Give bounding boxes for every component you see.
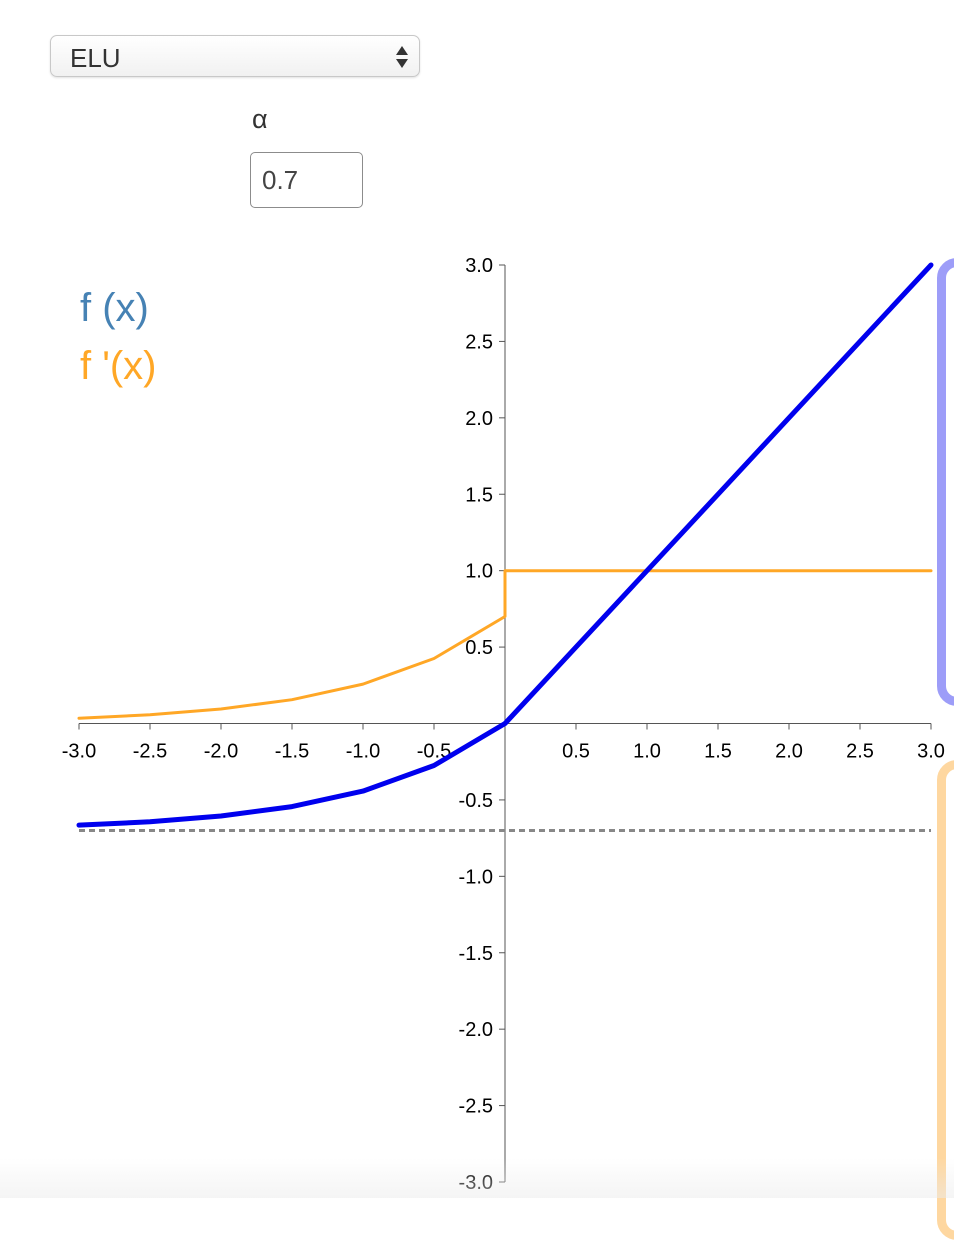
y-tick-label: 1.0 xyxy=(465,561,493,583)
alpha-label: α xyxy=(252,104,268,134)
y-tick-label: -1.5 xyxy=(459,943,493,965)
activation-function-select[interactable]: ELU xyxy=(50,35,420,77)
y-tick-label: 2.5 xyxy=(465,331,493,353)
x-tick-label: 2.5 xyxy=(846,741,874,763)
legend-f-prime: f '(x) xyxy=(80,344,157,388)
legend-f: f (x) xyxy=(80,286,149,330)
y-tick-label: 2.0 xyxy=(465,408,493,430)
x-tick-label: 2.0 xyxy=(775,741,803,763)
y-tick-label: -0.5 xyxy=(459,790,493,812)
x-tick-label: -0.5 xyxy=(417,741,451,763)
y-tick-label: -2.0 xyxy=(459,1019,493,1041)
alpha-input[interactable] xyxy=(250,152,363,208)
f-prime-curve xyxy=(77,569,933,720)
selected-function-value: ELU xyxy=(70,43,121,73)
activation-chart: -3.0 -2.5 -2.0 -1.5 -1.0 -0.5 0.5 1.0 1.5 2.0 2.5 3… xyxy=(62,255,945,1194)
x-tick-label: -1.0 xyxy=(346,741,380,763)
x-tick-label: 3.0 xyxy=(917,741,945,763)
x-tick-label: 1.5 xyxy=(704,741,732,763)
y-tick-label: 0.5 xyxy=(465,637,493,659)
x-tick-label: -1.5 xyxy=(275,741,309,763)
x-tick-label: 0.5 xyxy=(562,741,590,763)
x-tick-label: 1.0 xyxy=(633,741,661,763)
x-tick-label: -3.0 xyxy=(62,741,96,763)
y-tick-label: 3.0 xyxy=(465,255,493,277)
select-arrows-icon xyxy=(396,46,408,68)
y-tick-label: -2.5 xyxy=(459,1096,493,1118)
function-formula-panel xyxy=(937,258,954,706)
x-tick-label: -2.0 xyxy=(204,741,238,763)
x-tick-label: -2.5 xyxy=(133,741,167,763)
y-tick-label: -1.0 xyxy=(459,866,493,888)
y-tick-label: -3.0 xyxy=(459,1172,493,1194)
y-tick-label: 1.5 xyxy=(465,484,493,506)
f-curve xyxy=(76,262,934,828)
